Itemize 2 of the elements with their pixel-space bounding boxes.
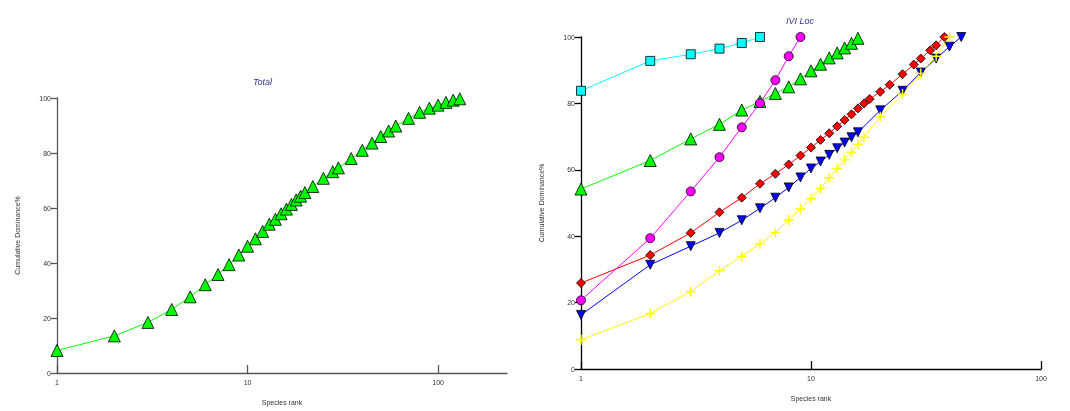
chart-title: Total — [252, 76, 274, 87]
chart-title: IVI Loc — [785, 15, 815, 26]
